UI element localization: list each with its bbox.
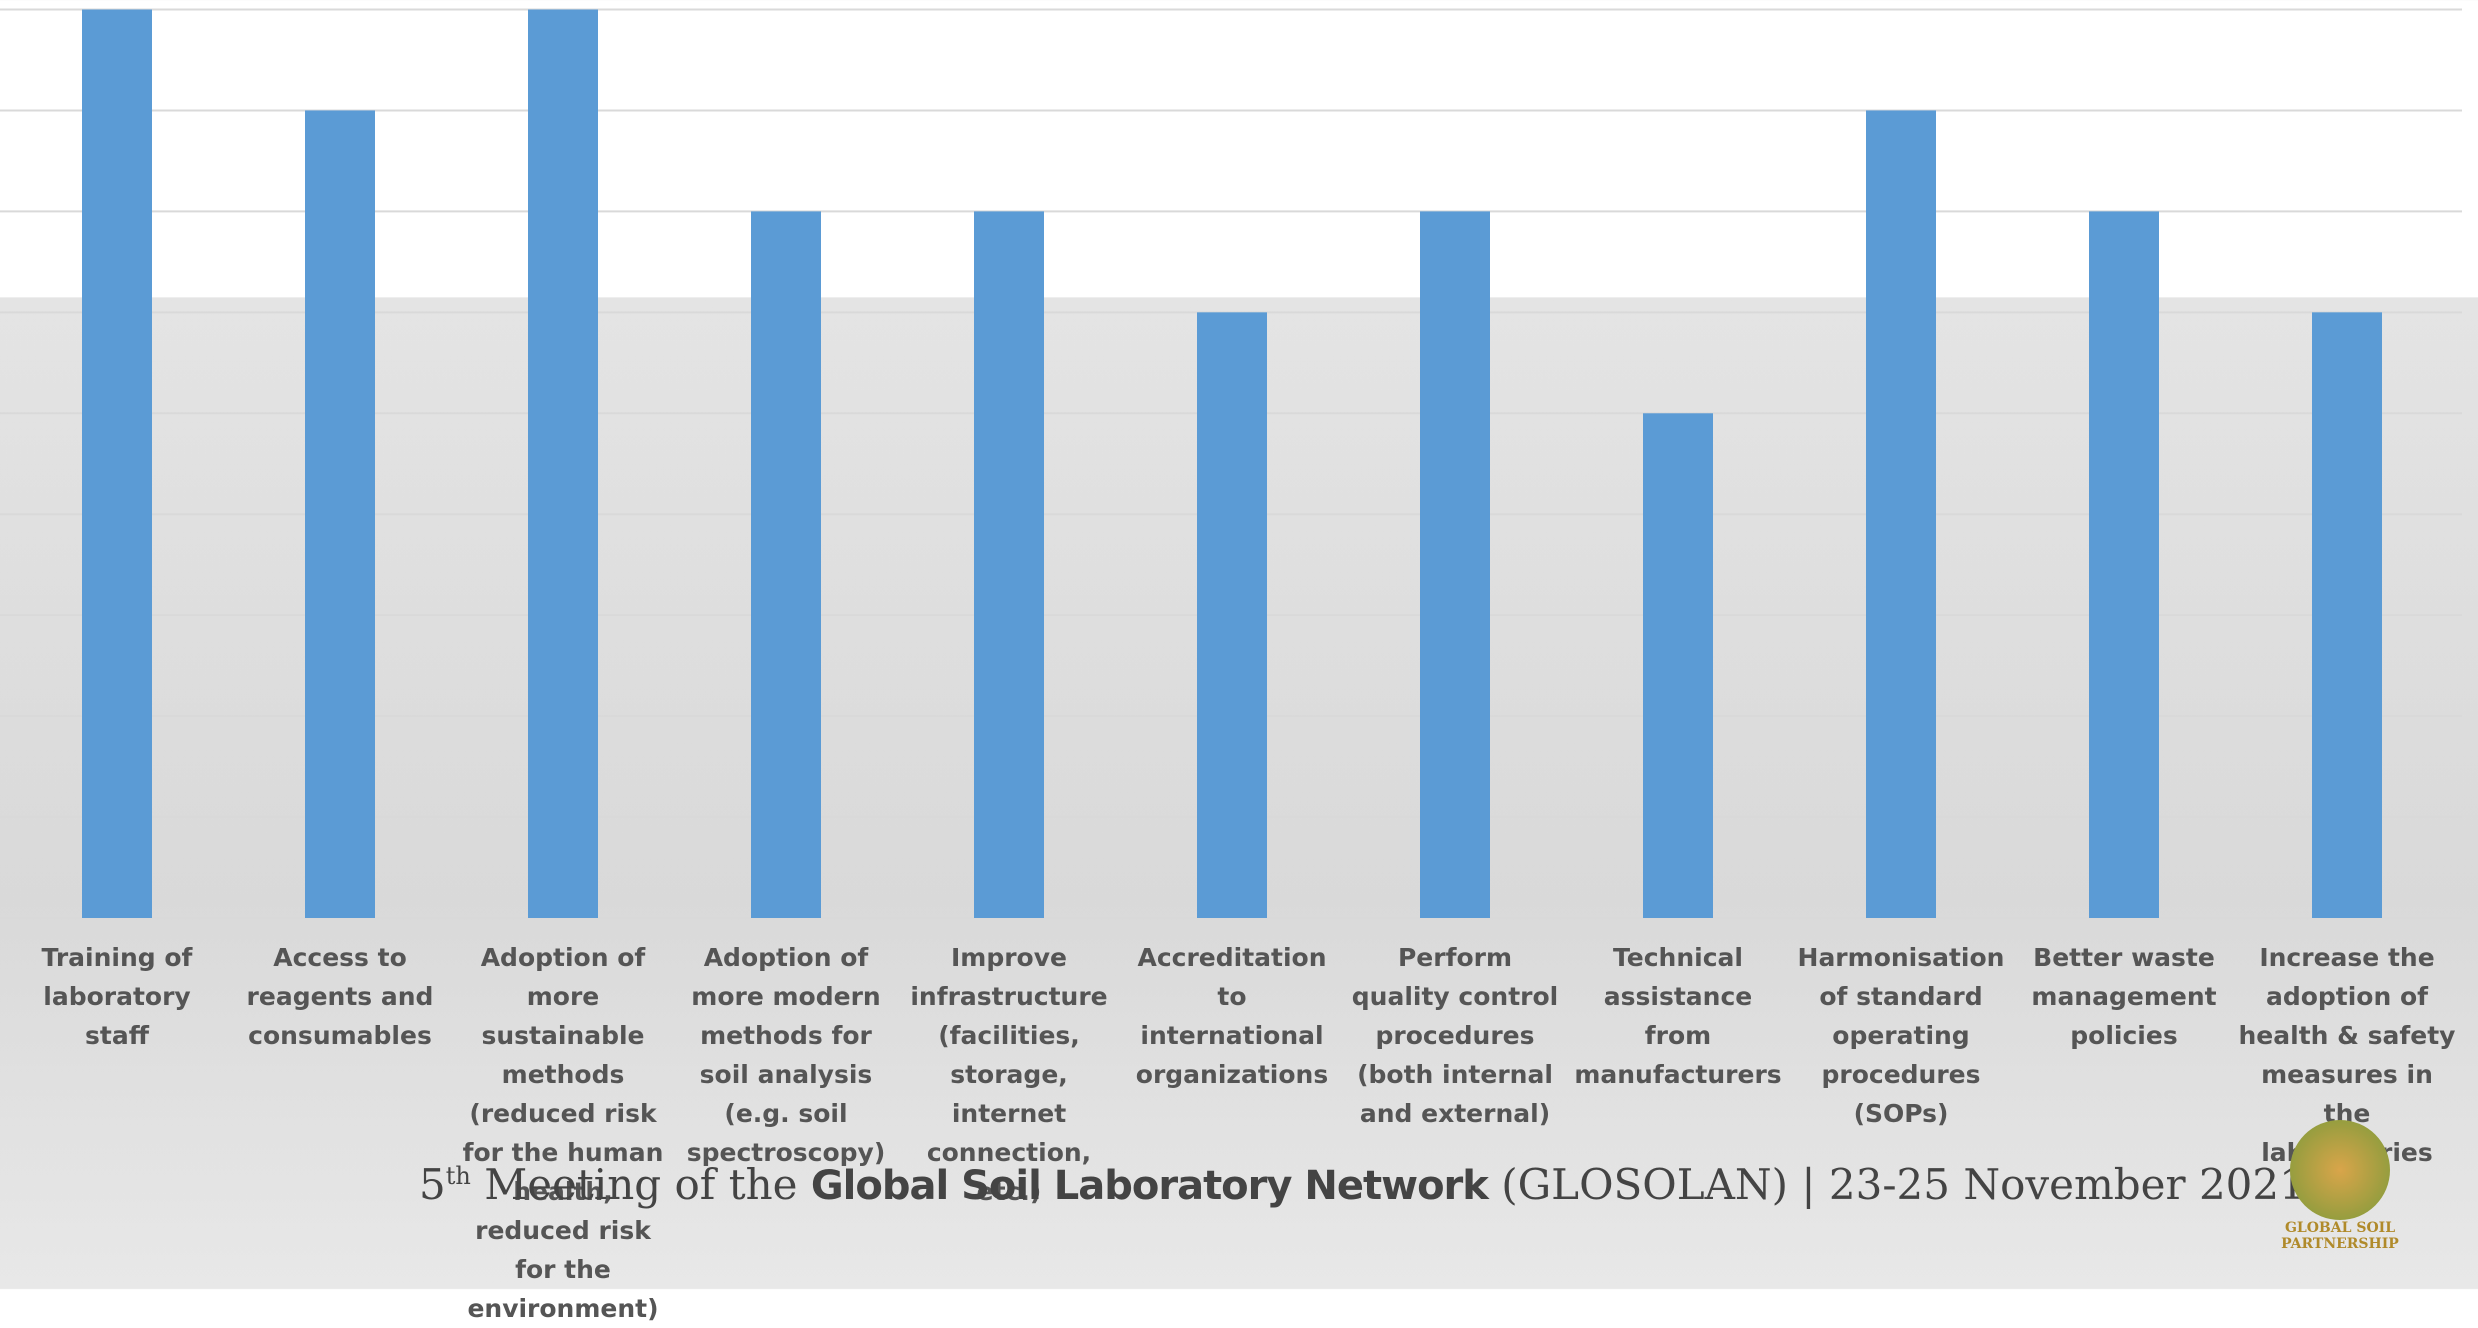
x-tick-label: Improve infrastructure (facilities, stor… — [910, 943, 1108, 1206]
bar — [528, 9, 598, 918]
x-tick-label: Perform quality control procedures (both… — [1351, 943, 1559, 1128]
x-tick-label: Training of laboratory staff — [41, 943, 193, 1050]
footer-text: Meeting of the — [470, 1160, 811, 1209]
bar — [2312, 312, 2382, 918]
logo-text: PARTNERSHIP — [2281, 1236, 2399, 1252]
bar — [1643, 413, 1713, 918]
bar — [82, 9, 152, 918]
x-tick-label: Better waste management policies — [2031, 943, 2217, 1050]
chart — [0, 8, 2462, 919]
bar — [305, 110, 375, 918]
x-tick-label: Adoption of more modern methods for soil… — [686, 943, 886, 1167]
bar — [1197, 312, 1267, 918]
bar — [1420, 211, 1490, 918]
x-tick-label: Harmonisation of standard operating proc… — [1797, 943, 2005, 1128]
logo-text: GLOBAL SOIL — [2284, 1220, 2396, 1236]
footer-text: (GLOSOLAN) | 23-25 November 2021 — [1487, 1160, 2306, 1209]
bar — [974, 211, 1044, 918]
footer-emphasis: Global Soil Laboratory Network — [810, 1163, 1489, 1209]
x-tick-label: Access to reagents and consumables — [246, 943, 434, 1050]
footer: 5th Meeting of the Global Soil Laborator… — [419, 1160, 2306, 1209]
x-tick-label: Increase the adoption of health & safety… — [2238, 943, 2456, 1167]
x-tick-label: Technical assistance from manufacturers — [1574, 943, 1782, 1089]
x-tick-label: Adoption of more sustainable methods (re… — [462, 943, 664, 1323]
logo-icon — [2290, 1120, 2390, 1220]
logo: GLOBAL SOIL PARTNERSHIP — [2270, 1120, 2410, 1270]
x-tick-label: Accreditation to international organizat… — [1135, 943, 1329, 1089]
ordinal: 5 — [419, 1160, 446, 1209]
bar — [1866, 110, 1936, 918]
ordinal-suffix: th — [445, 1162, 471, 1190]
bar — [751, 211, 821, 918]
bar — [2089, 211, 2159, 918]
